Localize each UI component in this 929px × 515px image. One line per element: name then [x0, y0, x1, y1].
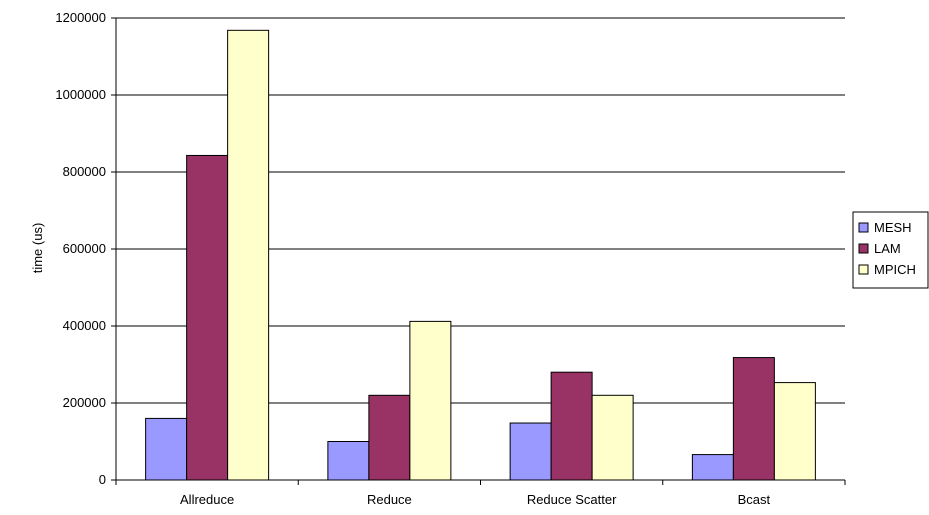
x-tick-label: Bcast	[738, 492, 771, 507]
bar-mpich-allreduce	[228, 30, 269, 480]
y-tick-label: 1000000	[55, 87, 106, 102]
x-tick-label: Reduce	[367, 492, 412, 507]
bar-mesh-reduce	[328, 442, 369, 481]
legend: MESH LAM MPICH	[853, 212, 928, 288]
y-tick-label: 600000	[63, 241, 106, 256]
y-tick-label: 200000	[63, 395, 106, 410]
y-axis-title: time (us)	[30, 223, 45, 274]
bars	[146, 30, 816, 480]
x-tick-label: Reduce Scatter	[527, 492, 617, 507]
bar-mpich-bcast	[774, 383, 815, 480]
bar-mesh-bcast	[692, 455, 733, 480]
y-tick-label: 0	[99, 472, 106, 487]
bar-lam-reduce-scatter	[551, 372, 592, 480]
legend-swatch	[859, 223, 868, 232]
x-tick-label: Allreduce	[180, 492, 234, 507]
y-tick-label: 400000	[63, 318, 106, 333]
legend-swatch	[859, 244, 868, 253]
y-tick-label: 800000	[63, 164, 106, 179]
legend-label: MPICH	[874, 262, 916, 277]
x-tick-labels: Allreduce Reduce Reduce Scatter Bcast	[180, 492, 770, 507]
bar-mesh-reduce-scatter	[510, 423, 551, 480]
y-tick-labels: 0 200000 400000 600000 800000 1000000 1200000	[55, 10, 106, 487]
bar-lam-reduce	[369, 395, 410, 480]
bar-mpich-reduce-scatter	[592, 395, 633, 480]
y-tick-label: 1200000	[55, 10, 106, 25]
bar-lam-allreduce	[187, 155, 228, 480]
bar-lam-bcast	[733, 358, 774, 480]
bar-mpich-reduce	[410, 321, 451, 480]
legend-label: LAM	[874, 241, 901, 256]
bar-mesh-allreduce	[146, 418, 187, 480]
legend-swatch	[859, 265, 868, 274]
legend-label: MESH	[874, 220, 912, 235]
